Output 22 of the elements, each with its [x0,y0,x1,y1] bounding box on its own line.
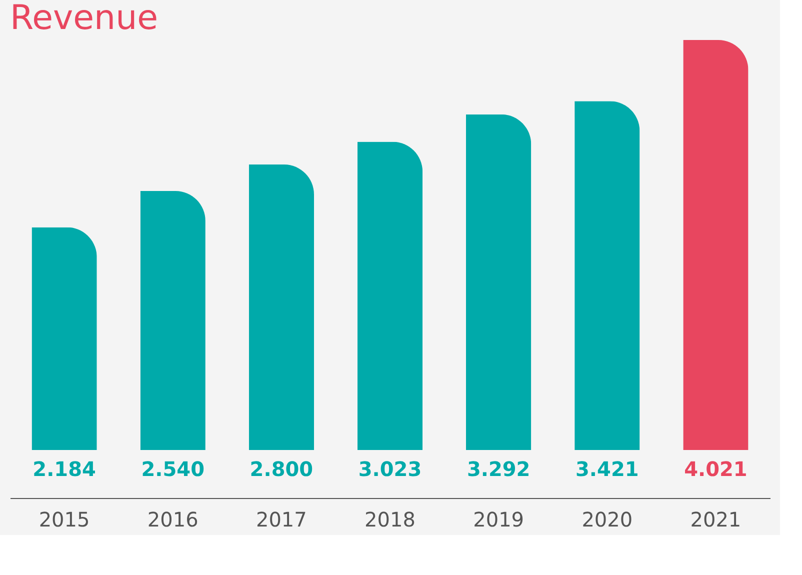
x-tick-label: 2015 [38,508,90,532]
data-label: 2.800 [250,457,314,481]
bar [357,142,423,450]
x-tick-label: 2019 [473,508,524,532]
x-tick-label: 2018 [364,508,416,532]
data-label: 2.540 [141,457,204,481]
bar [140,191,206,450]
bar [683,40,748,450]
data-label: 3.292 [466,457,530,481]
x-tick-label: 2020 [582,508,633,532]
data-label: 4.021 [684,457,748,481]
bar [466,114,532,450]
x-tick-label: 2021 [690,508,742,532]
x-tick-label: 2017 [256,508,307,532]
data-label: 3.421 [576,457,639,481]
chart-title: Revenue [10,0,158,38]
data-label: 3.023 [358,457,422,481]
bar [248,164,314,450]
bar [32,227,97,450]
bar [574,101,640,450]
x-tick-label: 2016 [147,508,198,532]
data-label: 2.184 [32,457,96,481]
